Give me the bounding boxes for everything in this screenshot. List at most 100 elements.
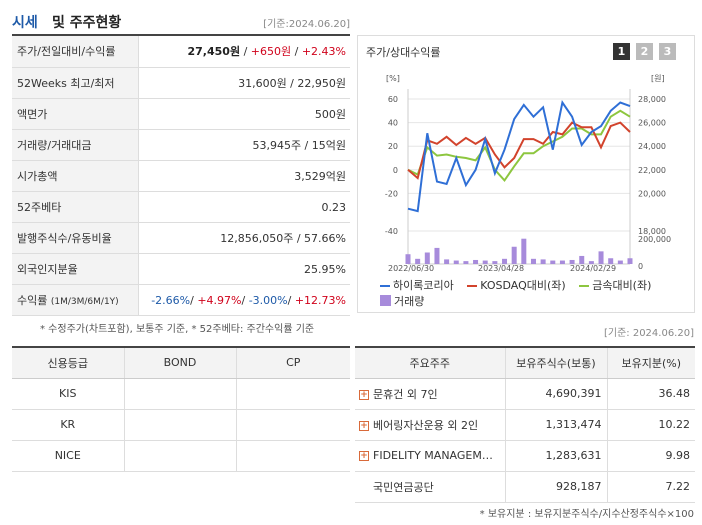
returns-value: -2.66%/ +4.97%/ -3.00%/ +12.73% — [138, 284, 350, 317]
volume-bar — [598, 251, 604, 264]
volume-bar — [617, 260, 623, 264]
agency-cell: NICE — [12, 440, 125, 472]
table-row: + 베어링자산운용 외 2인 1,313,474 10.22 — [355, 409, 695, 441]
table-row: 국민연금공단 928,187 7.22 — [355, 471, 695, 503]
right-tick-label: 22,000 — [638, 166, 666, 175]
volume-bar — [627, 258, 633, 264]
table-header-row: 주요주주 보유주식수(보통) 보유지분(%) — [355, 347, 695, 379]
expand-plus-icon[interactable]: + — [359, 389, 369, 400]
volume-bar — [444, 259, 450, 264]
current-price: 27,450원 — [187, 45, 241, 59]
expand-plus-icon[interactable]: + — [359, 420, 369, 431]
table-row: 액면가 500원 — [12, 98, 350, 130]
table-header-row: 신용등급 BOND CP — [12, 347, 350, 379]
shareholders-table: 주요주주 보유주식수(보통) 보유지분(%) + 문휴건 외 7인 4,690,3… — [355, 346, 695, 503]
table-row: 주가/전일대비/수익률 27,450원 / +650원 / +2.43% — [12, 36, 350, 68]
table-row: 52주베타 0.23 — [12, 191, 350, 224]
cp-cell — [236, 440, 350, 472]
table-row: KIS — [12, 378, 350, 410]
volume-bar — [608, 258, 614, 264]
volume-bar — [521, 238, 527, 264]
right-tick-label: 18,000 — [638, 227, 666, 236]
holder-name-cell[interactable]: + FIDELITY MANAGEM… — [355, 440, 506, 472]
volume-bar — [502, 258, 508, 264]
table-row: NICE — [12, 440, 350, 472]
row-value: 31,600원 / 22,950원 — [138, 67, 350, 99]
legend-label: 금속대비(좌) — [592, 279, 652, 292]
return-6m: -3.00% — [248, 293, 288, 307]
left-tick-label: -40 — [385, 227, 398, 236]
row-value: 3,529억원 — [138, 160, 350, 192]
legend-label: 하이록코리아 — [393, 279, 454, 292]
legend-item: 거래량 — [380, 295, 424, 308]
table-row: 수익률 (1M/3M/6M/1Y) -2.66%/ +4.97%/ -3.00%… — [12, 284, 350, 317]
column-header: 신용등급 — [12, 347, 125, 379]
price-change: +650원 — [250, 45, 292, 59]
returns-label: 수익률 — [17, 294, 48, 308]
table-row: 거래량/거래대금 53,945주 / 15억원 — [12, 129, 350, 161]
return-1m: -2.66% — [151, 293, 191, 307]
volume-bar — [453, 260, 459, 264]
bond-cell — [124, 440, 237, 472]
section-title: 시세 및 주주현황 [기준:2024.06.20] — [12, 8, 350, 34]
legend-label: KOSDAQ대비(좌) — [480, 279, 566, 292]
expand-plus-icon[interactable]: + — [359, 451, 369, 461]
price-footnote: * 수정주가(차트포함), 보통주 기준, * 52주베타: 주간수익률 기준 — [40, 324, 315, 335]
left-tick-label: 20 — [388, 142, 398, 151]
holder-name: 베어링자산운용 외 2인 — [373, 418, 479, 432]
return-3m: +4.97% — [197, 293, 242, 307]
holders-date: [기준: 2024.06.20] — [603, 328, 694, 339]
right-tick-label: 26,000 — [638, 119, 666, 128]
title-market: 시세 — [12, 15, 38, 31]
table-row: KR — [12, 409, 350, 441]
volume-bar — [559, 260, 565, 264]
row-value: 53,945주 / 15억원 — [138, 129, 350, 161]
separator: / — [190, 293, 198, 307]
column-header: 보유지분(%) — [607, 347, 695, 379]
table-row: + FIDELITY MANAGEM… 1,283,631 9.98 — [355, 440, 695, 472]
row-label: 액면가 — [12, 98, 139, 130]
row-value: 25.95% — [138, 253, 350, 286]
price-info-table: 주가/전일대비/수익률 27,450원 / +650원 / +2.43% 52W… — [12, 36, 350, 317]
separator: / — [240, 45, 251, 59]
volume-bar — [424, 252, 430, 264]
row-label: 시가총액 — [12, 160, 139, 192]
left-tick-label: -20 — [385, 189, 398, 198]
holder-pct: 9.98 — [607, 440, 695, 472]
chart-legend-2: 거래량 — [380, 293, 434, 309]
separator: / — [241, 293, 249, 307]
volume-bar — [511, 246, 517, 264]
chart-page-2-button[interactable]: 2 — [636, 43, 653, 60]
holder-name-cell[interactable]: + 문휴건 외 7인 — [355, 378, 506, 410]
bond-cell — [124, 409, 237, 441]
cp-cell — [236, 409, 350, 441]
volume-bar — [415, 258, 421, 264]
table-row: 시가총액 3,529억원 — [12, 160, 350, 192]
row-value: 12,856,050주 / 57.66% — [138, 222, 350, 255]
row-label: 거래량/거래대금 — [12, 129, 139, 161]
x-label: 2022/06/30 — [388, 264, 435, 273]
agency-cell: KIS — [12, 378, 125, 410]
left-tick-label: 60 — [388, 95, 398, 104]
volume-bar — [530, 258, 536, 264]
chart-page-1-button[interactable]: 1 — [613, 43, 630, 60]
row-label: 발행주식수/유동비율 — [12, 222, 139, 255]
row-label: 52주베타 — [12, 191, 139, 224]
right-tick-label: 24,000 — [638, 142, 666, 151]
holder-pct: 10.22 — [607, 409, 695, 441]
row-label: 52Weeks 최고/최저 — [12, 67, 139, 99]
chart-page-3-button[interactable]: 3 — [659, 43, 676, 60]
holder-name-cell: 국민연금공단 — [355, 471, 506, 503]
price-value: 27,450원 / +650원 / +2.43% — [138, 36, 350, 68]
table-row: 52Weeks 최고/최저 31,600원 / 22,950원 — [12, 67, 350, 99]
holder-name-cell[interactable]: + 베어링자산운용 외 2인 — [355, 409, 506, 441]
legend-item: KOSDAQ대비(좌) — [467, 279, 566, 292]
holder-pct: 36.48 — [607, 378, 695, 410]
returns-label-sub: (1M/3M/6M/1Y) — [50, 297, 119, 308]
title-divider — [12, 34, 350, 36]
volume-bar — [405, 254, 411, 264]
price-series-line — [407, 99, 631, 213]
price-rate: +2.43% — [301, 45, 346, 59]
holder-shares: 928,187 — [505, 471, 608, 503]
row-value: 500원 — [138, 98, 350, 130]
